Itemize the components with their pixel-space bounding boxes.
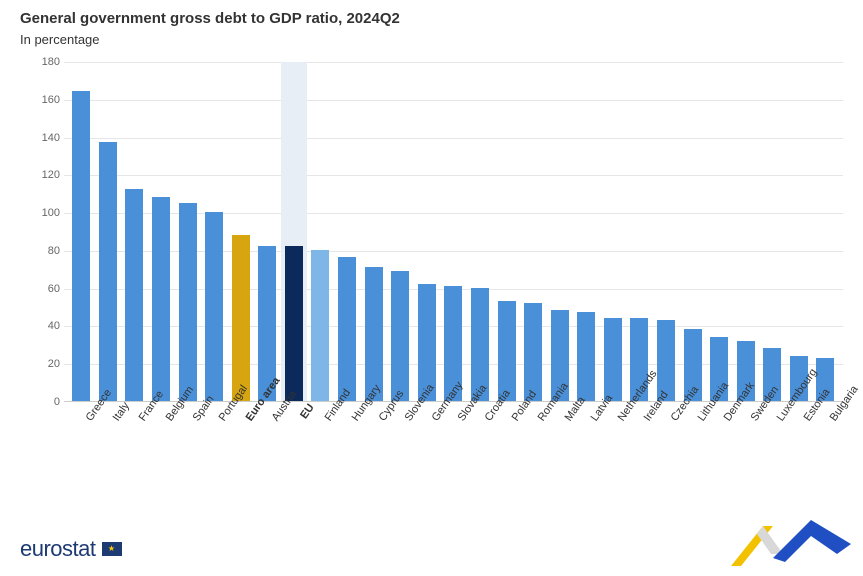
chart-subtitle: In percentage — [20, 32, 100, 47]
footer: eurostat — [0, 516, 863, 576]
bar — [498, 301, 516, 401]
bar — [604, 318, 622, 401]
swoosh-icon — [711, 514, 851, 570]
chart-container: { "title": "General government gross deb… — [0, 0, 863, 576]
bars-group — [64, 62, 843, 401]
bar — [285, 246, 303, 401]
eurostat-logo: eurostat — [20, 536, 122, 562]
bar — [391, 271, 409, 401]
y-tick-label: 60 — [20, 283, 60, 295]
plot-area — [64, 62, 843, 402]
bar — [338, 257, 356, 401]
y-tick-label: 20 — [20, 358, 60, 370]
y-tick-label: 120 — [20, 169, 60, 181]
y-tick-label: 40 — [20, 320, 60, 332]
eurostat-text: eurostat — [20, 536, 96, 562]
bar — [205, 212, 223, 401]
bar — [577, 312, 595, 401]
chart-title: General government gross debt to GDP rat… — [20, 10, 400, 27]
x-axis-labels: GreeceItalyFranceBelgiumSpainPortugalEur… — [64, 404, 843, 492]
bar — [524, 303, 542, 401]
y-tick-label: 80 — [20, 245, 60, 257]
eu-flag-icon — [102, 542, 122, 556]
y-tick-label: 160 — [20, 94, 60, 106]
bar — [72, 91, 90, 401]
bar — [232, 235, 250, 401]
y-tick-label: 140 — [20, 132, 60, 144]
y-tick-label: 0 — [20, 396, 60, 408]
bar — [311, 250, 329, 401]
bar — [99, 142, 117, 401]
chart-area: 020406080100120140160180 GreeceItalyFran… — [20, 62, 843, 492]
bar — [152, 197, 170, 401]
bar — [125, 189, 143, 401]
bar — [179, 203, 197, 401]
y-tick-label: 180 — [20, 56, 60, 68]
bar — [365, 267, 383, 401]
y-tick-label: 100 — [20, 207, 60, 219]
